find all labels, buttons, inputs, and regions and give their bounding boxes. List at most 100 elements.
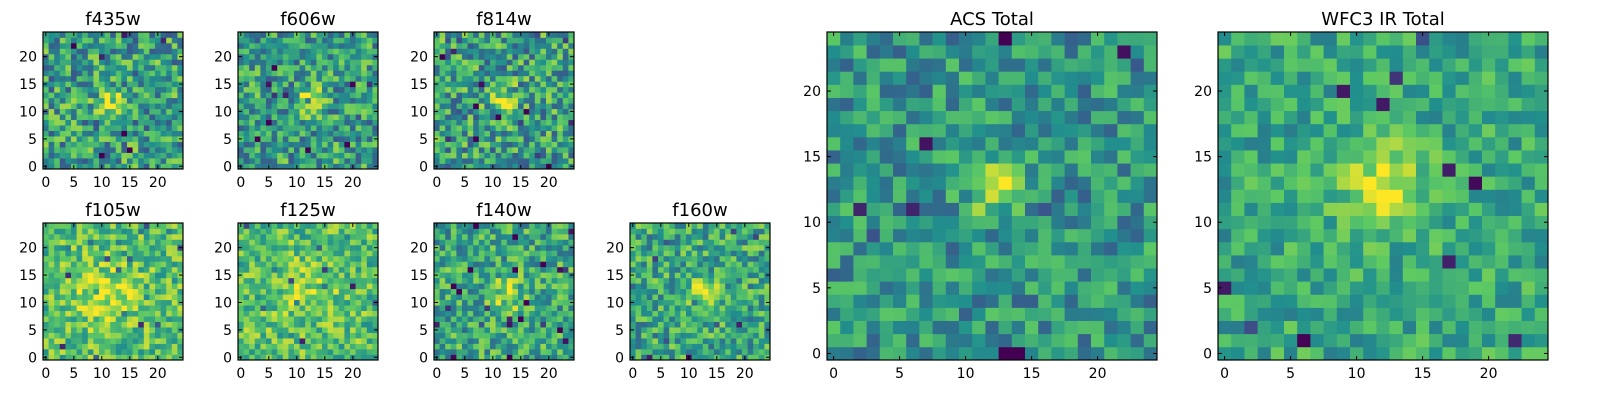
heatmap-cell [338, 239, 345, 246]
heatmap-cell [310, 327, 317, 333]
heatmap-cell [972, 320, 986, 335]
heatmap-cell [110, 233, 117, 240]
heatmap-cell [669, 233, 676, 240]
heatmap-cell [138, 277, 145, 284]
heatmap-cell [149, 266, 156, 273]
heatmap-cell [266, 244, 272, 251]
heatmap-cell [557, 136, 564, 142]
heatmap-cell [127, 294, 133, 301]
heatmap-cell [439, 294, 446, 301]
heatmap-cell [87, 261, 94, 268]
heatmap-cell [93, 277, 100, 284]
heatmap-cell [506, 255, 513, 262]
heatmap-cell [327, 228, 334, 235]
heatmap-cell [473, 70, 480, 77]
heatmap-cell [54, 125, 61, 131]
heatmap-cell [93, 338, 100, 344]
heatmap-cell [155, 64, 161, 71]
heatmap-cell [478, 349, 485, 355]
heatmap-cell [155, 53, 161, 60]
heatmap-cell [121, 152, 128, 159]
heatmap-cell [680, 354, 687, 361]
heatmap-cell [1117, 268, 1131, 282]
heatmap-cell [322, 338, 328, 344]
heatmap-cell [523, 136, 530, 142]
heatmap-cell [753, 228, 760, 235]
heatmap-cell [529, 81, 536, 88]
heatmap-cell [1051, 294, 1065, 308]
heatmap-cell [652, 316, 659, 322]
heatmap-cell [243, 255, 250, 262]
heatmap-cell [149, 147, 156, 153]
heatmap-cell [742, 283, 748, 290]
heatmap-cell [249, 288, 256, 295]
heatmap-cell [121, 288, 128, 295]
heatmap-cell [338, 59, 345, 66]
heatmap-cell [277, 266, 284, 273]
heatmap-cell [260, 277, 267, 284]
heatmap-cell [104, 354, 111, 361]
heatmap-cell [99, 266, 105, 273]
heatmap-cell [866, 268, 881, 282]
heatmap-cell [646, 349, 653, 355]
heatmap-cell [266, 48, 272, 55]
heatmap-cell [243, 299, 250, 306]
heatmap-cell [143, 266, 150, 273]
heatmap-cell [630, 288, 636, 295]
heatmap-cell [758, 250, 765, 257]
heatmap-cell [48, 147, 55, 153]
heatmap-cell [149, 354, 156, 361]
heatmap-cell [372, 125, 379, 131]
heatmap-cell [758, 223, 765, 229]
heatmap-cell [540, 92, 547, 99]
heatmap-cell [48, 64, 55, 71]
heatmap-cell [149, 277, 156, 284]
heatmap-cell [48, 163, 55, 170]
heatmap-cell [277, 42, 284, 49]
heatmap-cell [747, 266, 754, 273]
heatmap-cell [127, 48, 133, 55]
heatmap-cell [110, 310, 117, 317]
heatmap-cell [998, 176, 1013, 190]
heatmap-cell [138, 147, 145, 153]
heatmap-cell [691, 338, 698, 344]
heatmap-cell [534, 277, 541, 284]
heatmap-cell [132, 64, 139, 71]
panel-title: f125w [280, 200, 335, 221]
heatmap-cell [551, 343, 558, 350]
heatmap-cell [680, 261, 687, 268]
heatmap-cell [121, 114, 128, 121]
heatmap-cell [316, 70, 323, 77]
heatmap-cell [529, 32, 536, 38]
heatmap-cell [450, 32, 457, 38]
heatmap-cell [110, 59, 117, 66]
heatmap-cell [87, 163, 94, 170]
heatmap-cell [439, 53, 446, 60]
heatmap-cell [736, 338, 743, 344]
heatmap-cell [462, 37, 468, 44]
heatmap-cell [82, 37, 89, 44]
heatmap-cell [249, 147, 256, 153]
heatmap-cell [333, 299, 340, 306]
heatmap-cell [115, 75, 122, 82]
heatmap-cell [467, 108, 474, 115]
heatmap-cell [1077, 255, 1092, 269]
heatmap-cell [171, 37, 178, 44]
heatmap-cell [87, 343, 94, 350]
heatmap-cell [99, 147, 105, 153]
heatmap-cell [271, 92, 278, 99]
heatmap-cell [529, 321, 536, 328]
heatmap-cell [366, 163, 373, 170]
heatmap-cell [456, 321, 463, 328]
x-tick-label: 20 [149, 366, 167, 382]
heatmap-cell [652, 250, 659, 257]
heatmap-cell [48, 125, 55, 131]
heatmap-cell [753, 233, 760, 240]
heatmap-cell [99, 338, 105, 344]
heatmap-cell [680, 288, 687, 295]
heatmap-cell [299, 299, 306, 306]
heatmap-cell [277, 327, 284, 333]
heatmap-cell [59, 108, 66, 115]
heatmap-cell [65, 283, 72, 290]
heatmap-cell [652, 338, 659, 344]
